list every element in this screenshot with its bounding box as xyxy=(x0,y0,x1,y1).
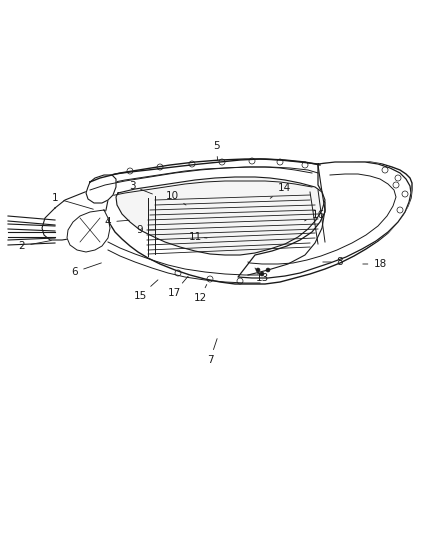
Text: 4: 4 xyxy=(105,217,129,227)
Text: 10: 10 xyxy=(166,191,186,205)
Polygon shape xyxy=(86,175,116,203)
Text: 5: 5 xyxy=(213,141,219,160)
Text: 3: 3 xyxy=(129,181,152,194)
Text: 17: 17 xyxy=(167,276,188,298)
Polygon shape xyxy=(90,159,412,284)
Text: 15: 15 xyxy=(134,280,158,301)
Text: 7: 7 xyxy=(207,338,217,365)
Text: 1: 1 xyxy=(52,193,93,209)
Text: 18: 18 xyxy=(363,259,387,269)
Circle shape xyxy=(260,272,264,276)
Text: 2: 2 xyxy=(19,240,51,251)
Text: 6: 6 xyxy=(72,263,101,277)
Polygon shape xyxy=(238,162,411,278)
Polygon shape xyxy=(67,210,110,252)
Circle shape xyxy=(266,268,270,272)
Circle shape xyxy=(256,268,260,272)
Text: 12: 12 xyxy=(193,285,207,303)
Polygon shape xyxy=(116,177,325,255)
Text: 9: 9 xyxy=(137,225,155,235)
Text: 11: 11 xyxy=(188,232,207,242)
Text: 13: 13 xyxy=(255,268,268,283)
Polygon shape xyxy=(42,188,108,240)
Text: 16: 16 xyxy=(304,210,325,221)
Text: 8: 8 xyxy=(323,257,343,267)
Text: 14: 14 xyxy=(270,183,291,198)
